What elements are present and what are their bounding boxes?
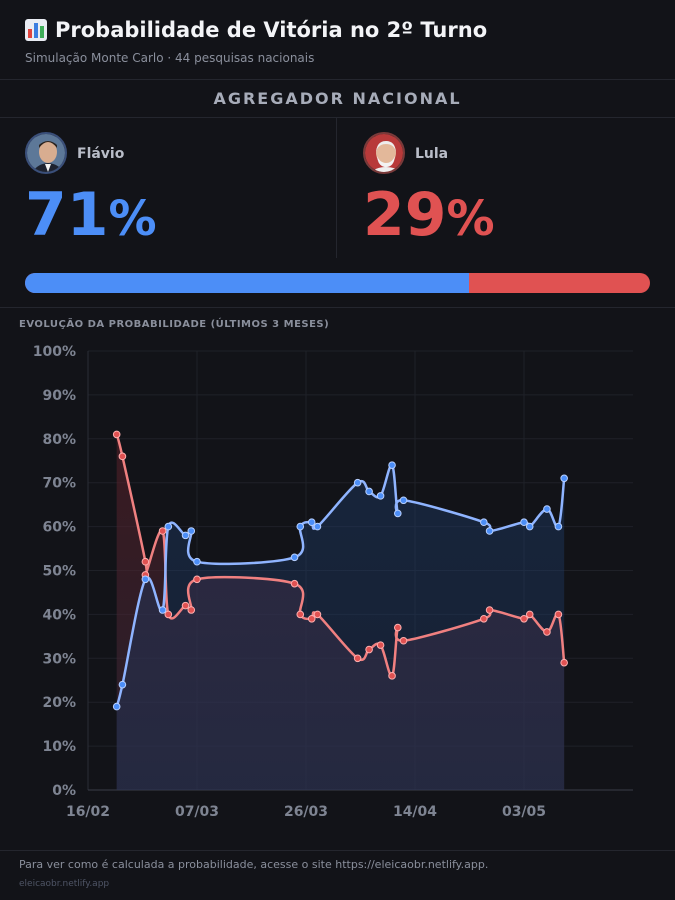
point-flavio <box>554 522 563 531</box>
probability-value-flavio: 71% <box>25 180 157 250</box>
x-tick-label: 14/04 <box>393 804 437 820</box>
candidate-name-flavio: Flávio <box>77 146 125 162</box>
point-flavio <box>543 505 551 513</box>
point-lula <box>290 579 299 588</box>
footer-note: Para ver como é calculada a probabilidad… <box>19 858 489 871</box>
x-tick-label: 26/03 <box>284 804 328 820</box>
point-lula <box>388 672 396 680</box>
point-flavio <box>290 553 299 562</box>
point-flavio <box>307 518 316 527</box>
point-lula <box>376 641 385 649</box>
point-lula <box>353 654 362 663</box>
candidate-name-lula: Lula <box>415 146 449 162</box>
point-flavio <box>388 461 396 469</box>
point-lula <box>480 614 488 623</box>
candidate-card-lula: Lula 29% <box>338 118 675 258</box>
y-tick-label: 0% <box>52 783 76 799</box>
point-flavio <box>158 606 167 614</box>
point-flavio <box>193 557 201 566</box>
page-title: Probabilidade de Vitória no 2º Turno <box>25 18 487 42</box>
avatar-flavio <box>25 132 67 174</box>
point-flavio <box>399 496 408 505</box>
area-flavio <box>116 464 565 790</box>
y-tick-label: 40% <box>42 607 76 623</box>
point-lula <box>365 645 373 654</box>
point-flavio <box>480 518 488 527</box>
probability-value-lula: 29% <box>363 180 495 250</box>
probability-bar-flavio <box>25 273 469 293</box>
y-tick-label: 50% <box>42 564 76 580</box>
point-lula <box>112 430 121 439</box>
point-lula <box>181 601 190 610</box>
point-lula <box>560 658 568 667</box>
point-flavio <box>164 522 173 531</box>
candidate-card-flavio: Flávio 71% <box>0 118 337 258</box>
y-tick-label: 30% <box>42 651 76 667</box>
y-tick-label: 80% <box>42 432 76 448</box>
y-tick-label: 10% <box>42 739 76 755</box>
bar-chart-icon <box>25 19 47 41</box>
y-tick-label: 100% <box>33 344 76 360</box>
point-lula <box>296 610 305 619</box>
point-lula <box>158 527 167 535</box>
point-flavio <box>393 509 402 518</box>
divider <box>0 850 675 851</box>
chart-title: EVOLUÇÃO DA PROBABILIDADE (ÚLTIMOS 3 MES… <box>19 319 330 330</box>
point-flavio <box>141 575 150 584</box>
point-lula <box>307 614 316 623</box>
footer-url: eleicaobr.netlify.app <box>19 879 110 889</box>
y-tick-label: 90% <box>42 388 76 404</box>
point-flavio <box>181 531 190 540</box>
avatar-lula <box>363 132 405 174</box>
point-flavio <box>187 527 196 535</box>
point-flavio <box>376 492 385 500</box>
point-lula <box>193 575 201 584</box>
divider <box>0 307 675 308</box>
x-tick-label: 07/03 <box>175 804 219 820</box>
point-flavio <box>560 474 568 483</box>
point-lula <box>187 606 196 614</box>
y-tick-label: 20% <box>42 695 76 711</box>
page-subtitle: Simulação Monte Carlo · 44 pesquisas nac… <box>25 51 315 65</box>
point-lula <box>141 557 150 566</box>
aggregator-label: AGREGADOR NACIONAL <box>0 80 675 118</box>
point-flavio <box>365 487 373 496</box>
point-lula <box>118 452 127 461</box>
point-lula <box>399 636 408 645</box>
point-lula <box>393 623 402 632</box>
point-lula <box>554 610 563 619</box>
point-flavio <box>525 522 534 531</box>
point-lula <box>520 614 528 623</box>
point-flavio <box>313 522 322 531</box>
point-flavio <box>520 518 528 527</box>
point-lula <box>164 610 173 619</box>
point-flavio <box>112 702 121 711</box>
probability-chart: 0% 10% 20% 30% 40% 50% 60% 70% 80% 90% 100% 16/02 07… <box>33 344 633 820</box>
page-title-text: Probabilidade de Vitória no 2º Turno <box>55 18 488 42</box>
point-lula <box>313 610 322 619</box>
page-header: Probabilidade de Vitória no 2º Turno Sim… <box>0 0 675 80</box>
point-flavio <box>118 680 127 689</box>
x-tick-label: 16/02 <box>66 804 110 820</box>
y-tick-label: 70% <box>42 476 76 492</box>
x-tick-label: 03/05 <box>502 804 546 820</box>
y-tick-label: 60% <box>42 520 76 536</box>
point-lula <box>485 606 494 614</box>
point-lula <box>543 628 551 636</box>
point-flavio <box>296 522 305 531</box>
probability-bar <box>25 273 650 293</box>
point-flavio <box>485 527 494 535</box>
point-lula <box>525 610 534 619</box>
point-flavio <box>353 478 362 487</box>
